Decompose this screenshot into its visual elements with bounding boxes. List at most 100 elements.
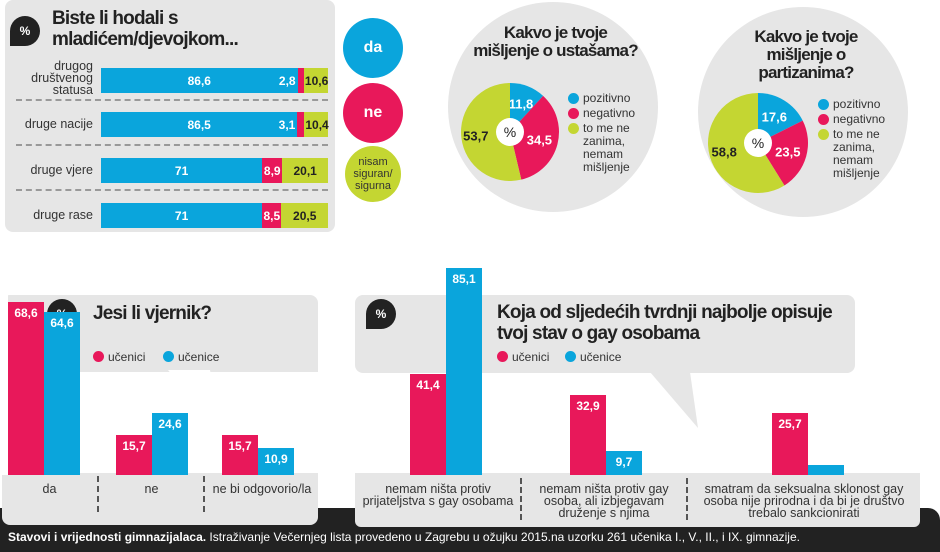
pie-label: 58,8 xyxy=(712,145,737,160)
bar-segment: 20,1 xyxy=(282,158,328,183)
vertical-bar: 24,6 xyxy=(152,413,188,475)
stacked-bar: 86,5 3,1 10,4 xyxy=(101,112,329,137)
bar-segment-label: 8,9 xyxy=(263,163,281,178)
row-label: druge rase xyxy=(33,208,93,222)
legend-label: učenici xyxy=(108,350,146,364)
stacked-bar: 71 8,5 20,5 xyxy=(101,203,328,228)
vertical-bar: 10,9 xyxy=(258,447,294,475)
pie-center xyxy=(496,118,524,146)
category-label: da xyxy=(42,482,57,496)
pie-legend-item: pozitivno xyxy=(818,98,898,111)
bar-segment-label: 10,4 xyxy=(305,117,329,132)
legend-dot xyxy=(568,108,579,119)
pie-slice xyxy=(510,83,544,132)
divider xyxy=(16,99,328,101)
category-label: ne xyxy=(144,482,159,496)
legend-dot xyxy=(818,99,829,110)
gay-category-area xyxy=(355,473,920,527)
bar-segment-label: 3,1 xyxy=(278,117,296,132)
legend-label: učenice xyxy=(580,350,622,364)
divider xyxy=(16,189,328,191)
blue-dot xyxy=(163,351,174,362)
bar-segment: 2,8 xyxy=(279,68,304,93)
row-label: druge vjere xyxy=(30,163,93,177)
legend-label: negativno xyxy=(833,112,886,126)
pie-legend-item: to me ne zanima, nemam mišljenje xyxy=(568,122,648,174)
bar-segment-label: 20,1 xyxy=(293,163,317,178)
legend-nisam: nisam siguran/ sigurna xyxy=(345,146,401,202)
legend-ucenici: učenici xyxy=(93,351,145,364)
bar-segment: 71 xyxy=(101,158,263,183)
legend-label: učenice xyxy=(178,350,220,364)
legend-label: pozitivno xyxy=(583,91,631,105)
category-label: ne bi odgovorio/la xyxy=(212,482,312,496)
legend-ucenice: učenice xyxy=(565,351,621,364)
dating-title: Biste li hodali s mladićem/djevojkom... xyxy=(52,8,239,50)
pink-dot xyxy=(93,351,104,362)
pie-center-label: % xyxy=(504,124,516,140)
pie-legend-item: negativno xyxy=(818,113,898,126)
bar-segment: 3,1 xyxy=(279,112,305,137)
legend-ucenice: učenice xyxy=(163,351,219,364)
pie-legend-item: to me ne zanima, nemam mišljenje xyxy=(818,128,898,180)
pie-label: 53,7 xyxy=(463,129,488,144)
row-label: drugog društvenog statusa xyxy=(31,59,93,97)
legend-da: da xyxy=(343,18,403,78)
vertical-bar: 85,1 xyxy=(446,268,482,475)
footer-source: Istraživanje Večernjeg lista provedeno u… xyxy=(206,530,800,544)
legend-label: negativno xyxy=(583,106,636,120)
pie-legend-item: negativno xyxy=(568,107,648,120)
divider xyxy=(203,476,205,512)
bar-segment-label: 71 xyxy=(174,208,189,223)
legend-nisam-label: nisam siguran/ sigurna xyxy=(353,156,393,192)
bar-segment-label: 71 xyxy=(174,163,189,178)
legend-label: to me ne zanima, nemam mišljenje xyxy=(833,127,880,180)
stacked-bar: 71 8,9 20,1 xyxy=(101,158,328,183)
footer-bold: Stavovi i vrijednosti gimnazijalaca. xyxy=(8,530,207,544)
bar-segment: 71 xyxy=(101,203,263,228)
vertical-bar: 25,7 xyxy=(772,412,808,475)
legend-dot xyxy=(568,93,579,104)
pie-label: 11,8 xyxy=(509,97,534,112)
category-label: nemam ništa protiv prijateljstva s gay o… xyxy=(362,482,514,508)
bar-segment: 20,5 xyxy=(281,203,328,228)
vertical-bar: 9,7 xyxy=(606,451,642,475)
bar-segment-label: 86,5 xyxy=(187,117,211,132)
row-label: druge nacije xyxy=(24,117,93,131)
vertical-bar: 68,6 xyxy=(8,302,44,475)
pie-slice xyxy=(460,83,522,181)
pie-label: 17,6 xyxy=(762,110,787,125)
vertical-bar: 32,9 xyxy=(570,395,606,475)
bar-segment-label: 8,5 xyxy=(263,208,281,223)
legend-dot xyxy=(818,129,829,140)
legend-dot xyxy=(818,114,829,125)
legend-da-label: da xyxy=(363,39,383,56)
pie-slice xyxy=(510,95,559,180)
legend-label: pozitivno xyxy=(833,97,881,111)
legend-ucenici: učenici xyxy=(497,351,549,364)
gay-panel xyxy=(355,295,855,373)
pie-center-label: % xyxy=(752,135,764,151)
footer-text: Stavovi i vrijednosti gimnazijalaca. Ist… xyxy=(8,530,800,544)
divider xyxy=(520,478,522,520)
divider xyxy=(686,478,688,520)
pie-legend-item: pozitivno xyxy=(568,92,648,105)
vertical-bar: 64,6 xyxy=(44,312,80,475)
spacer xyxy=(2,295,8,475)
category-label: smatram da seksualna sklonost gay osoba … xyxy=(703,482,905,520)
vertical-bar: 41,4 xyxy=(410,374,446,475)
bar-segment: 10,6 xyxy=(303,68,328,93)
bar-segment: 8,5 xyxy=(262,203,282,228)
legend-label: učenici xyxy=(512,350,550,364)
pie-title-partizani: Kakvo je tvoje mišljenje o partizanima? xyxy=(754,27,858,82)
believer-title: Jesi li vjernik? xyxy=(93,303,212,324)
bar-segment: 86,6 xyxy=(101,68,298,93)
category-label: nemam ništa protiv gay osoba, ali izbjeg… xyxy=(539,482,669,520)
gay-title: Koja od sljedećih tvrdnji najbolje opisu… xyxy=(497,302,833,344)
vertical-bar: 15,7 xyxy=(222,435,258,475)
pie-label: 34,5 xyxy=(527,133,552,148)
pink-dot xyxy=(497,351,508,362)
bar-segment-label: 86,6 xyxy=(187,73,211,88)
vertical-bar: 15,7 xyxy=(116,435,152,475)
bar-segment-label: 20,5 xyxy=(293,208,317,223)
